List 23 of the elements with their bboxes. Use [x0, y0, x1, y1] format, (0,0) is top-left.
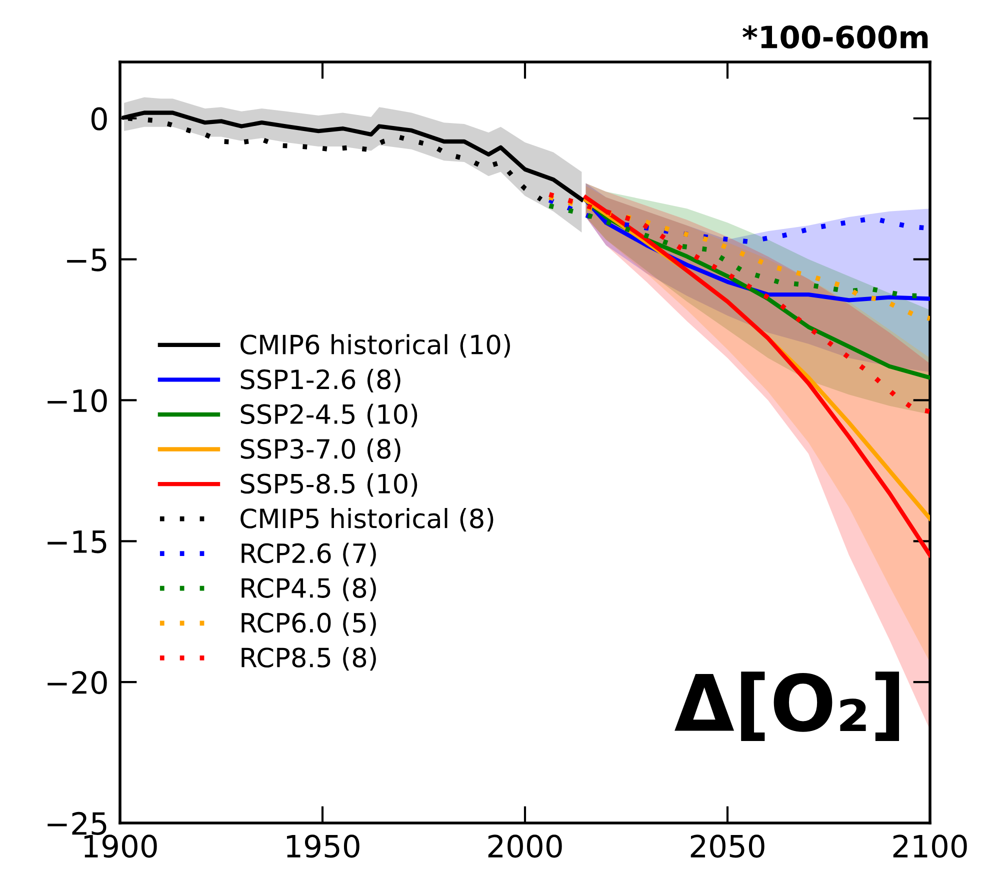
y-tick-label: −5: [67, 248, 106, 272]
y-tick-label: −10: [48, 389, 107, 412]
legend-label: RCP6.0 (5): [242, 612, 376, 636]
chart-title: *100-600m: [742, 25, 928, 49]
x-tick-label: 1900: [84, 834, 157, 858]
legend-label: CMIP5 historical (8): [240, 508, 494, 532]
legend-label: RCP2.6 (7): [242, 542, 376, 566]
legend-label: RCP8.5 (8): [242, 647, 376, 671]
legend-label: SSP3-7.0 (8): [240, 438, 400, 462]
legend-label: SSP1-2.6 (8): [240, 368, 400, 392]
x-tick-label: 2050: [690, 834, 764, 858]
x-tick-label: 2000: [488, 834, 562, 858]
x-tick-label: 2100: [893, 834, 967, 858]
y-tick-label: −20: [48, 671, 107, 694]
y-tick-label: −25: [48, 812, 106, 836]
legend-label: SSP2-4.5 (10): [240, 404, 418, 428]
legend-label: RCP4.5 (8): [242, 578, 376, 602]
y-tick-label: −15: [48, 530, 106, 554]
y-tick-label: 0: [91, 107, 107, 130]
annotation: Δ[O₂]: [674, 672, 900, 741]
legend-label: SSP5-8.5 (10): [240, 473, 418, 497]
x-tick-label: 1950: [286, 834, 360, 858]
legend-label: CMIP6 historical (10): [240, 334, 510, 358]
